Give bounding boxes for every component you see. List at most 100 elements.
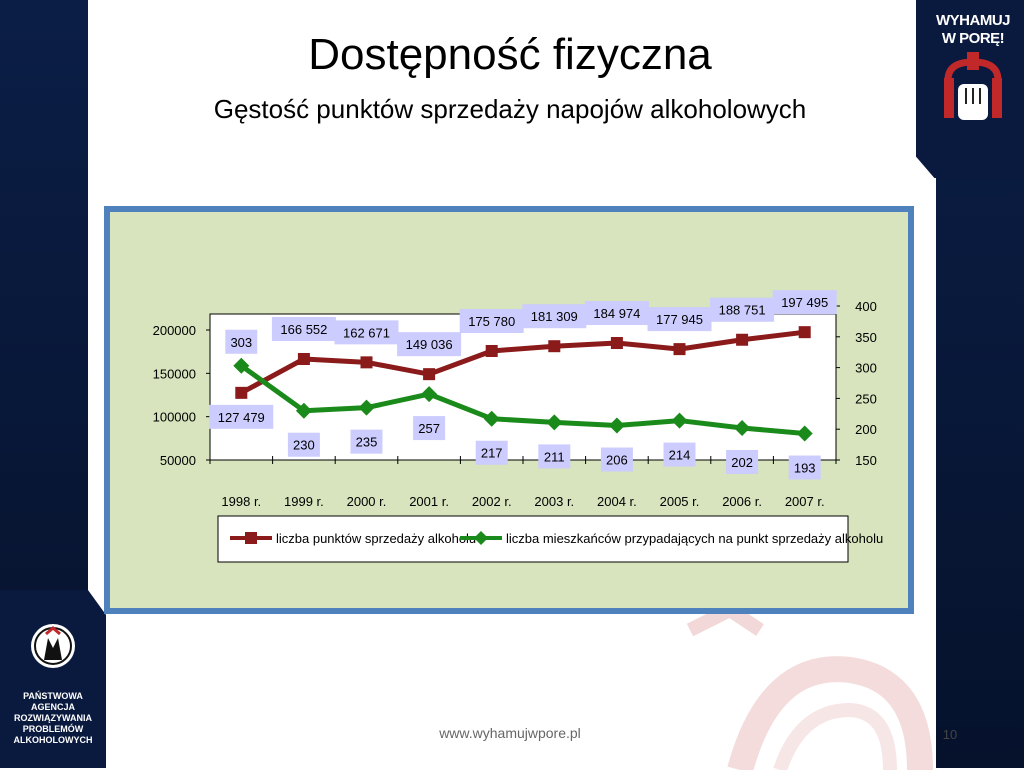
slide-subtitle: Gęstość punktów sprzedaży napojów alkoho…	[213, 94, 807, 124]
wyhamuj-logo: WYHAMUJ W PORĘ!	[934, 12, 1012, 133]
series-0-data-label-8: 188 751	[719, 303, 766, 318]
series-0-data-label-0: 127 479	[218, 410, 265, 425]
parpa-logo: PAŃSTWOWA AGENCJA ROZWIĄZYWANIA PROBLEMÓ…	[6, 620, 100, 746]
series-1-data-label-1-box	[287, 432, 320, 457]
legend-marker-0	[245, 532, 257, 544]
legend	[217, 515, 849, 563]
series-1-point-0	[233, 357, 250, 374]
series-1-data-label-3: 257	[418, 421, 440, 436]
series-0-data-label-4-box	[459, 308, 524, 333]
series-1-data-label-2-box	[350, 429, 383, 454]
series-1-point-6	[608, 417, 625, 434]
series-0-data-label-5: 181 309	[531, 309, 578, 324]
y-right-tick-label-2: 250	[855, 391, 877, 406]
series-1-data-label-5-box	[538, 444, 571, 469]
logo-line2: W PORĘ!	[941, 30, 1005, 47]
fist-on-brake-icon	[944, 52, 1002, 120]
chart-panel: 1998 r. 1999 r. 2000 r. 2001 r. 2002 r. 2003 …	[104, 206, 914, 614]
series-0-point-5	[548, 340, 561, 353]
x-tick-label-6: 2004 r.	[597, 494, 637, 509]
x-tick-label-2: 2000 r.	[347, 494, 387, 509]
series-0-data-label-7: 177 945	[656, 312, 703, 327]
line-chart: 1998 r. 1999 r. 2000 r. 2001 r. 2002 r. 2003 …	[153, 290, 883, 563]
series-1-data-label-6: 206	[606, 453, 628, 468]
x-tick-label-7: 2005 r.	[660, 494, 700, 509]
y-right-tick-label-5: 400	[855, 299, 877, 314]
legend-label-1: liczba mieszkańców przypadających na pun…	[506, 531, 883, 546]
series-1-data-label-8: 202	[731, 455, 753, 470]
org-name-line-5: ALKOHOLOWYCH	[13, 735, 93, 745]
y-right-tick-label-1: 200	[855, 422, 877, 437]
series-1-point-9	[796, 425, 813, 442]
series-0-data-label-6-box	[584, 301, 649, 326]
series-1-point-3	[421, 386, 438, 403]
series-1-point-4	[483, 410, 500, 427]
x-tick-label-3: 2001 r.	[409, 494, 449, 509]
series-0-data-label-0-box	[209, 404, 274, 429]
series-1-data-label-4: 217	[481, 446, 503, 461]
series-0-point-6	[610, 337, 623, 350]
series-0-point-8	[736, 333, 749, 346]
y-right-tick-label-0: 150	[855, 453, 877, 468]
x-tick-label-8: 2006 r.	[722, 494, 762, 509]
series-1-data-label-1: 230	[293, 438, 315, 453]
series-1-data-label-9: 193	[794, 461, 816, 476]
series-1-point-8	[734, 419, 751, 436]
series-0-data-label-6: 184 974	[593, 306, 640, 321]
series-0-point-9	[798, 326, 811, 339]
org-name-line-3: ROZWIĄZYWANIA	[14, 713, 92, 723]
series-1-data-label-2: 235	[356, 435, 378, 450]
org-name-line-2: AGENCJA	[30, 702, 75, 712]
series-0-point-4	[485, 344, 498, 357]
y-left-tick-label-0: 50000	[160, 453, 196, 468]
series-0-point-0	[235, 386, 248, 399]
background-brake-decoration	[686, 601, 933, 770]
series-0-point-1	[297, 352, 310, 365]
series-0-data-label-9: 197 495	[781, 295, 828, 310]
series-0-data-label-8-box	[710, 297, 775, 322]
series-1-data-label-5: 211	[544, 449, 565, 464]
series-0-point-2	[360, 356, 373, 369]
x-tick-label-5: 2003 r.	[534, 494, 574, 509]
series-0-data-label-7-box	[647, 307, 712, 332]
y-left-tick-label-2: 150000	[153, 366, 196, 381]
series-0-data-label-2-box	[334, 320, 399, 345]
series-1-data-label-7-box	[663, 442, 696, 467]
y-left-tick-label-1: 100000	[153, 410, 196, 425]
series-1-data-label-8-box	[726, 449, 759, 474]
series-0-data-label-3: 149 036	[406, 337, 453, 352]
series-0-data-label-5-box	[522, 304, 587, 329]
series-0-data-label-9-box	[772, 290, 837, 315]
series-1-point-7	[671, 412, 688, 429]
y-left-tick-label-3: 200000	[153, 323, 196, 338]
series-1-point-5	[546, 414, 563, 431]
series-1-data-label-9-box	[788, 455, 821, 480]
series-0-data-label-1: 166 552	[280, 322, 327, 337]
slide-title: Dostępność fizyczna	[308, 30, 712, 79]
series-1-data-label-6-box	[600, 447, 633, 472]
parpa-emblem-icon	[31, 624, 75, 668]
logo-line1: WYHAMUJ	[936, 12, 1011, 29]
series-1-point-2	[358, 399, 375, 416]
x-tick-label-9: 2007 r.	[785, 494, 825, 509]
org-name-line-4: PROBLEMÓW	[22, 724, 84, 734]
series-0-data-label-2: 162 671	[343, 325, 390, 340]
series-0-data-label-4: 175 780	[468, 314, 515, 329]
legend-marker-1	[474, 531, 488, 545]
y-right-tick-label-4: 350	[855, 330, 877, 345]
series-1-data-label-4-box	[475, 440, 508, 465]
footer-url[interactable]: www.wyhamujwpore.pl	[439, 725, 581, 741]
series-1-data-label-0: 303	[230, 335, 252, 350]
x-tick-label-0: 1998 r.	[221, 494, 261, 509]
series-0-data-label-3-box	[397, 332, 462, 357]
org-name-line-1: PAŃSTWOWA	[23, 691, 83, 701]
series-1-data-label-7: 214	[669, 448, 691, 463]
x-tick-label-4: 2002 r.	[472, 494, 512, 509]
series-line-1	[239, 363, 805, 437]
series-0-data-label-1-box	[271, 316, 336, 341]
left-logo-panel	[0, 590, 106, 768]
page-number: 10	[942, 727, 958, 742]
series-1-data-label-3-box	[413, 416, 446, 441]
x-tick-label-1: 1999 r.	[284, 494, 324, 509]
series-0-point-7	[673, 343, 686, 356]
